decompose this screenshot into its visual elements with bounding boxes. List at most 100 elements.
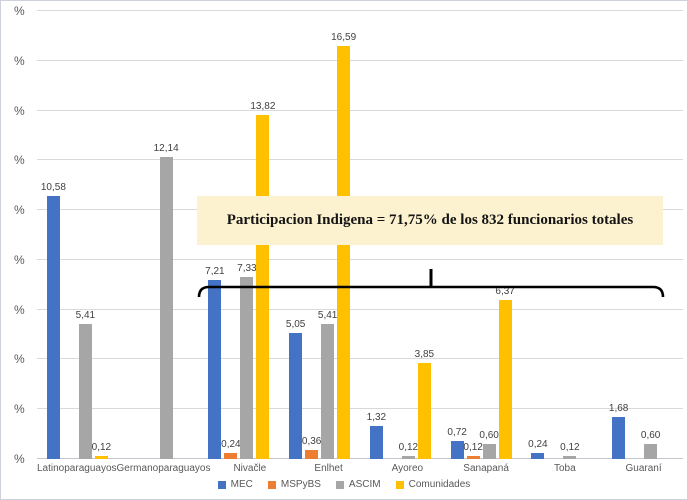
value-label: 5,41 <box>75 310 96 322</box>
value-label: 0,36 <box>301 436 322 448</box>
bar-slot: 0,60 <box>640 11 661 459</box>
bar-ASCIM-Enlhet <box>321 324 335 459</box>
bar-slot: 7,21 <box>205 11 225 459</box>
value-label: 0,24 <box>221 439 241 451</box>
value-label: 6,37 <box>495 286 515 298</box>
legend-label: Comunidades <box>408 479 471 490</box>
bar-ASCIM-Germanoparaguayos <box>159 156 173 459</box>
bar-slot <box>128 11 141 459</box>
value-label: 0,12 <box>463 442 483 454</box>
gridline <box>37 308 683 310</box>
bar-MEC-Enlhet <box>289 333 303 459</box>
bar-slot: 0,12 <box>92 11 111 459</box>
bar-slot: 16,59 <box>331 11 356 459</box>
value-label: 0,60 <box>479 430 499 442</box>
value-label: 7,21 <box>205 265 225 277</box>
bar-ASCIM-Toba <box>563 456 577 459</box>
value-label: 7,33 <box>237 262 257 274</box>
x-axis-label-Latinoparaguayos: Latinoparaguayos <box>37 463 117 474</box>
gridline <box>37 159 683 161</box>
gridline <box>37 258 683 260</box>
bar-group-Germanoparaguayos: 12,14 <box>118 11 199 459</box>
gridline <box>37 109 683 111</box>
value-label: 5,05 <box>285 319 306 331</box>
value-label: 16,59 <box>331 32 357 44</box>
bar-ASCIM-Nivačle <box>240 276 254 459</box>
x-axis-label-Sanapaná: Sanapaná <box>463 463 509 474</box>
value-label: 10,58 <box>40 181 66 193</box>
legend-item-MSPyBS: MSPyBS <box>267 479 321 490</box>
y-axis-tick-label: % <box>14 103 25 118</box>
value-label: 12,14 <box>153 142 179 154</box>
bar-slot: 0,24 <box>528 11 548 459</box>
plot-area: 10,58 5,41 0,12 12,14 7,21 0,24 7,33 13,82 5,05 0… <box>37 10 683 459</box>
legend-item-Comunidades: Comunidades <box>395 479 471 490</box>
value-label: 0,60 <box>640 430 661 442</box>
value-label: 0,12 <box>398 442 419 454</box>
bar-slot <box>144 11 157 459</box>
bar-slot: 1,68 <box>609 11 628 459</box>
bar-group-Ayoreo: 1,32 0,12 3,85 <box>360 11 441 459</box>
legend-item-ASCIM: ASCIM <box>335 479 381 490</box>
x-axis-label-Ayoreo: Ayoreo <box>391 463 424 474</box>
bar-group-Latinoparaguayos: 10,58 5,41 0,12 <box>37 11 118 459</box>
bar-slot: 1,32 <box>367 11 386 459</box>
x-axis-labels: Latinoparaguayos Germanoparaguayos Nivačle… <box>37 463 683 474</box>
bar-slot: 0,12 <box>398 11 419 459</box>
bar-MEC-Sanapaná <box>450 441 464 459</box>
y-axis-tick-label: % <box>14 53 25 68</box>
value-label: 0,12 <box>560 442 580 454</box>
y-axis-tick-label: % <box>14 4 25 18</box>
x-axis-label-Toba: Toba <box>554 463 576 474</box>
bar-slot: 12,14 <box>154 11 179 459</box>
gridline <box>37 358 683 360</box>
legend: MEC MSPyBS ASCIM Comunidades <box>1 479 687 490</box>
x-axis-label-Guaraní: Guaraní <box>625 463 662 474</box>
x-axis-label-Germanoparaguayos: Germanoparaguayos <box>116 463 211 474</box>
gridline <box>37 59 683 61</box>
bar-MEC-Latinoparaguayos <box>46 195 60 459</box>
bar-ASCIM-Guaraní <box>644 444 658 459</box>
bar-slot <box>63 11 76 459</box>
bar-MSPyBS-Sanapaná <box>466 456 480 459</box>
gridline <box>37 10 683 11</box>
bar-ASCIM-Sanapaná <box>482 444 496 459</box>
value-label: 3,85 <box>414 349 435 361</box>
bar-slot: 7,33 <box>237 11 257 459</box>
bar-slot: 5,41 <box>75 11 96 459</box>
y-axis-tick-label: % <box>14 402 25 417</box>
x-axis-label-Enlhet: Enlhet <box>314 463 343 474</box>
bar-slot: 0,12 <box>463 11 483 459</box>
bar-MEC-Toba <box>531 453 545 459</box>
bar-MEC-Ayoreo <box>369 426 383 459</box>
gridline <box>37 458 683 459</box>
bar-MEC-Guaraní <box>612 417 626 459</box>
legend-item-MEC: MEC <box>217 479 253 490</box>
bar-groups: 10,58 5,41 0,12 12,14 7,21 0,24 7,33 13,82 5,05 0… <box>37 11 683 459</box>
legend-label: MSPyBS <box>280 479 321 490</box>
bar-group-Toba: 0,24 0,12 <box>522 11 603 459</box>
bar-MSPyBS-Nivačle <box>224 453 238 459</box>
value-label: 0,24 <box>528 439 548 451</box>
bar-ASCIM-Ayoreo <box>401 456 415 459</box>
value-label: 5,41 <box>317 310 338 322</box>
legend-swatch-ASCIM <box>335 480 344 489</box>
bar-slot: 5,05 <box>285 11 306 459</box>
y-axis-tick-label: % <box>14 252 25 267</box>
bar-Comunidades-Ayoreo <box>417 363 431 459</box>
bar-slot: 0,36 <box>301 11 322 459</box>
bar-slot: 10,58 <box>41 11 66 459</box>
bar-Comunidades-Enlhet <box>337 46 351 459</box>
legend-swatch-MEC <box>217 480 226 489</box>
bar-ASCIM-Latinoparaguayos <box>78 324 92 459</box>
y-axis-tick-label: % <box>14 352 25 367</box>
bar-slot: 0,60 <box>479 11 499 459</box>
bar-slot: 0,72 <box>447 11 467 459</box>
x-axis-label-Nivačle: Nivačle <box>233 463 267 474</box>
bar-group-Enlhet: 5,05 0,36 5,41 16,59 <box>279 11 360 459</box>
bar-MEC-Nivačle <box>208 279 222 459</box>
y-axis-tick-label: % <box>14 153 25 168</box>
bar-slot: 0,24 <box>221 11 241 459</box>
bar-slot: 3,85 <box>414 11 435 459</box>
